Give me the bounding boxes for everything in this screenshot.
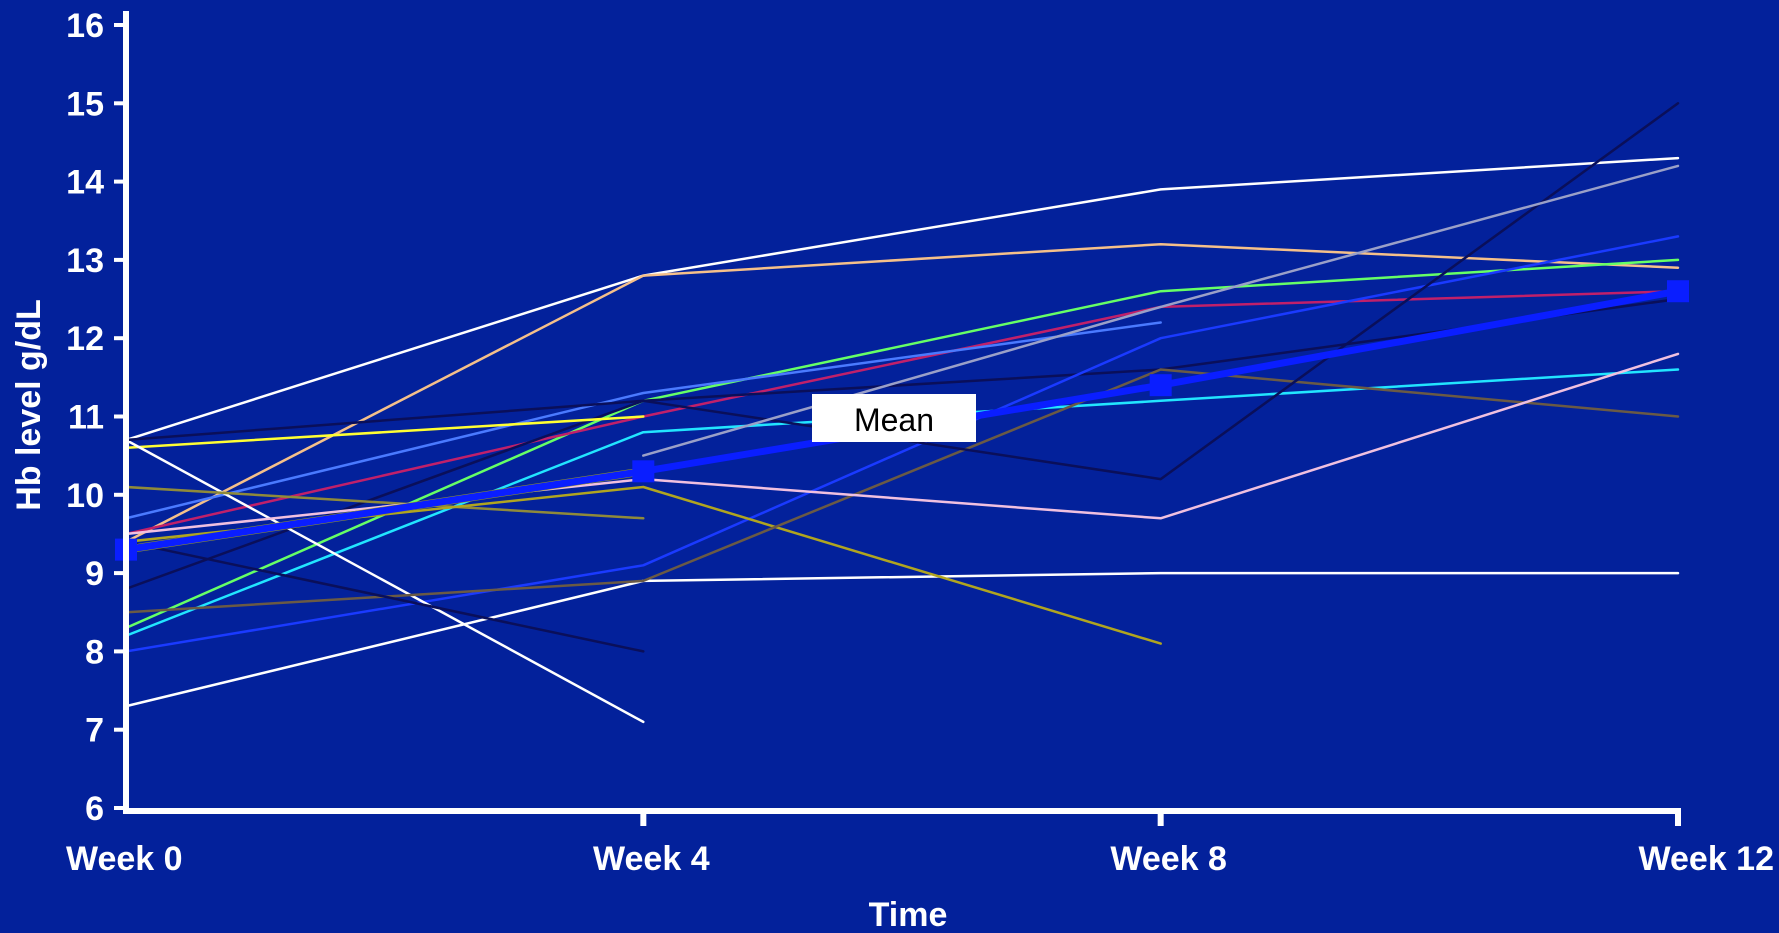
y-tick-label-8: 8 — [85, 633, 104, 671]
series-line-4 — [124, 289, 1680, 536]
y-tick-label-12: 12 — [66, 320, 104, 358]
series-line-5 — [124, 321, 1162, 520]
y-tick-label-9: 9 — [85, 555, 104, 593]
mean-marker-week-4 — [632, 460, 655, 483]
y-tick-label-6: 6 — [85, 790, 104, 828]
series-line-11 — [124, 438, 645, 724]
y-tick-label-13: 13 — [66, 242, 104, 280]
labels-layer: 6 7 8 9 10 11 12 13 14 15 16 Week 0 Week 4 Week 8 Week… — [66, 7, 1774, 878]
series-line-6 — [124, 297, 1680, 591]
y-tick-label-10: 10 — [66, 477, 104, 515]
series-line-12 — [124, 485, 645, 520]
series-line-18 — [642, 164, 1680, 457]
mean-annotation-label: Mean — [854, 402, 934, 438]
series-line-9 — [124, 235, 1680, 653]
series-line-2 — [124, 242, 1680, 544]
x-tick-label-2: Week 4 — [593, 840, 710, 878]
y-tick-label-14: 14 — [66, 164, 104, 202]
y-tick-label-16: 16 — [66, 7, 104, 45]
x-tick-label-1: Week 0 — [66, 840, 183, 878]
series-line-15 — [124, 540, 645, 653]
series-line-10 — [124, 571, 1680, 708]
series-line-8 — [124, 415, 645, 450]
x-tick-label-4: Week 12 — [1639, 840, 1774, 878]
y-tick-label-15: 15 — [66, 85, 104, 123]
mean-annotation: Mean — [812, 394, 976, 442]
mean-marker-week-8 — [1149, 374, 1172, 397]
mean-annotation-box — [812, 394, 976, 442]
y-tick-label-11: 11 — [68, 399, 104, 437]
mean-marker-week-12 — [1667, 280, 1689, 303]
series-line-1 — [124, 156, 1680, 442]
x-tick-label-3: Week 8 — [1110, 840, 1227, 878]
y-tick-label-7: 7 — [85, 712, 104, 750]
y-axis-title: Hb level g/dL — [10, 299, 48, 511]
x-axis-title: Time — [869, 896, 948, 933]
axes-layer — [114, 11, 1681, 826]
